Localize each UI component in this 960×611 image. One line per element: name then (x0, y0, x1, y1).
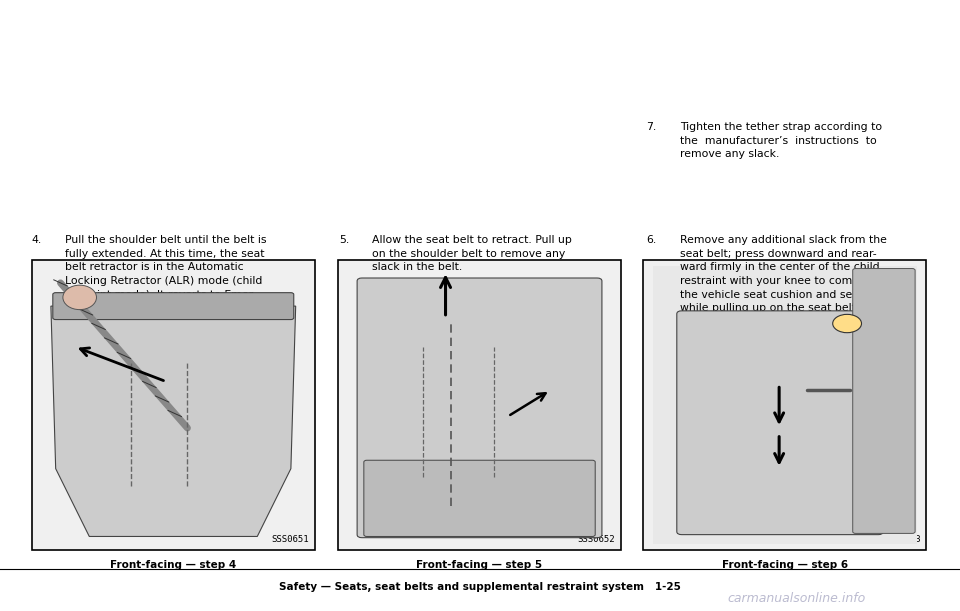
FancyBboxPatch shape (364, 460, 595, 536)
Circle shape (832, 314, 861, 332)
Text: 4.: 4. (32, 235, 42, 245)
Text: SSS0651: SSS0651 (272, 535, 309, 544)
Text: Remove any additional slack from the
seat belt; press downward and rear-
ward fi: Remove any additional slack from the sea… (680, 235, 889, 313)
Text: SSS0653: SSS0653 (883, 535, 921, 544)
Bar (32, 260, 315, 550)
Text: carmanualsonline.info: carmanualsonline.info (728, 592, 866, 605)
Text: Front-facing — step 5: Front-facing — step 5 (417, 560, 542, 569)
FancyBboxPatch shape (677, 311, 883, 535)
Text: Allow the seat belt to retract. Pull up
on the shoulder belt to remove any
slack: Allow the seat belt to retract. Pull up … (372, 235, 572, 273)
Ellipse shape (63, 285, 96, 310)
FancyBboxPatch shape (357, 278, 602, 538)
Text: Safety — Seats, seat belts and supplemental restraint system   1-25: Safety — Seats, seat belts and supplemen… (279, 582, 681, 591)
Text: 6.: 6. (646, 235, 657, 245)
Polygon shape (51, 306, 296, 536)
Text: Front-facing — step 4: Front-facing — step 4 (110, 560, 236, 569)
Text: SSS0652: SSS0652 (578, 535, 615, 544)
Bar (653, 266, 917, 544)
Text: Pull the shoulder belt until the belt is
fully extended. At this time, the seat
: Pull the shoulder belt until the belt is… (65, 235, 267, 327)
Text: 5.: 5. (339, 235, 349, 245)
Text: Front-facing — step 6: Front-facing — step 6 (722, 560, 848, 569)
Text: 7.: 7. (646, 122, 657, 132)
Text: Tighten the tether strap according to
the  manufacturer’s  instructions  to
remo: Tighten the tether strap according to th… (680, 122, 882, 159)
Bar (338, 260, 621, 550)
Bar (643, 260, 926, 550)
FancyBboxPatch shape (53, 293, 294, 320)
FancyBboxPatch shape (852, 268, 915, 533)
